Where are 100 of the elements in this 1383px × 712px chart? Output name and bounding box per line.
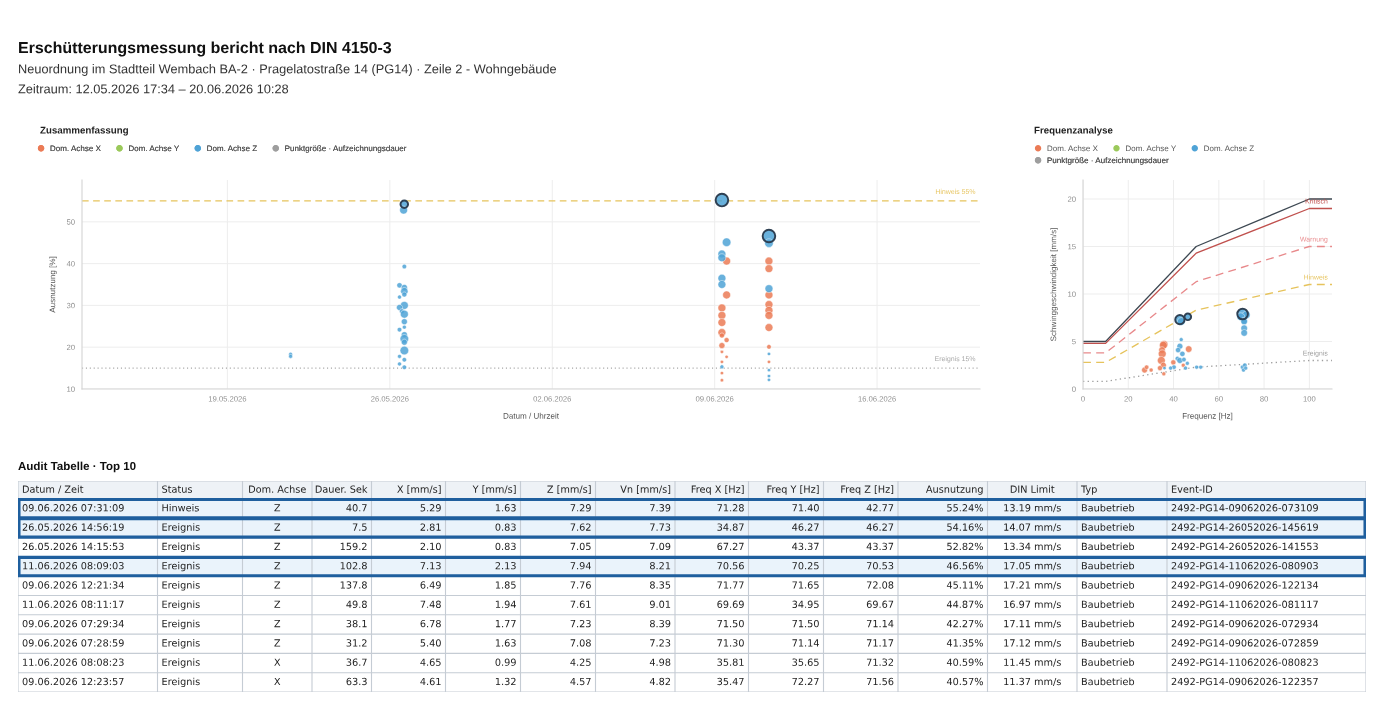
text: 7.94 — [570, 562, 591, 570]
text: 4.61 — [420, 677, 441, 686]
text: 5.40 — [420, 639, 441, 647]
text: 71.30 — [717, 639, 744, 647]
text: 7.76 — [570, 581, 591, 589]
text: 71.17 — [866, 639, 894, 647]
text: Ereignis — [162, 619, 200, 630]
text: 4.57 — [570, 677, 591, 686]
text: 49.8 — [346, 600, 367, 608]
text: 2492-PG14-11062026-080823 — [1171, 658, 1318, 666]
text: 09.06.2026 07:31:09 — [22, 504, 124, 512]
text: 63.3 — [346, 677, 367, 686]
text: Z — [274, 600, 281, 608]
text: 69.67 — [866, 600, 894, 608]
text: 71.40 — [792, 504, 819, 512]
text: 0.83 — [495, 542, 516, 551]
text: Ereignis — [162, 677, 200, 688]
text: Ereignis — [162, 561, 200, 572]
chart-title: Zusammenfassung — [40, 126, 128, 136]
text: Z — [274, 562, 281, 570]
text: 11.37 mm/s — [1004, 677, 1061, 686]
text: Audit Tabelle · Top 10 — [18, 461, 136, 473]
text: 70.25 — [792, 562, 819, 570]
text: 7.23 — [570, 619, 591, 628]
text: Z — [274, 620, 281, 628]
text: 17.21 mm/s — [1004, 581, 1061, 590]
text: 2.13 — [495, 562, 516, 570]
text: Neuordnung im Stadtteil Wembach BA-2 · Pragelatostraße 14 (PG14) · Zeile 2 - Wohngebäude — [19, 64, 557, 76]
text: 2.81 — [420, 523, 441, 531]
text: 1.63 — [495, 504, 516, 512]
text: Baubetrieb — [1081, 503, 1135, 512]
text: 35.47 — [717, 677, 744, 686]
category-label: Status — [162, 485, 193, 493]
text: Baubetrieb — [1081, 619, 1135, 628]
text: Baubetrieb — [1081, 581, 1135, 589]
y-axis-title: Ausnutzung [%] — [49, 256, 57, 313]
text: 46.56% — [946, 562, 983, 570]
text: Baubetrieb — [1081, 600, 1135, 608]
text: Z — [274, 504, 281, 512]
text: 70.53 — [866, 562, 894, 570]
text: 17.11 mm/s — [1004, 620, 1061, 629]
category-label: Dauer. Sek — [315, 485, 368, 493]
text: 09.06.2026 12:23:57 — [22, 677, 124, 686]
text: 34.95 — [792, 600, 819, 608]
text: Ereignis — [162, 542, 200, 552]
text: 2492-PG14-26052026-145619 — [1171, 523, 1318, 531]
text: 26.05.2026 14:15:53 — [22, 542, 124, 551]
text: 71.65 — [792, 581, 819, 589]
text: 4.25 — [570, 658, 591, 666]
text: 31.2 — [346, 639, 367, 647]
x-axis-title: Datum / Uhrzeit — [503, 412, 559, 419]
text: 5.29 — [420, 504, 441, 512]
text: 0.83 — [495, 523, 516, 531]
text: 102.8 — [340, 562, 367, 570]
text: 72.08 — [866, 581, 894, 589]
text: 2492-PG14-09062026-122134 — [1171, 581, 1319, 589]
text: 7.13 — [420, 562, 441, 570]
text: 35.81 — [717, 658, 744, 666]
legend-label: Punktgröße · Aufzeichnungsdauer — [1047, 157, 1169, 165]
category-label: Z [mm/s] — [547, 485, 591, 494]
text: 71.56 — [866, 677, 894, 686]
text: 17.05 mm/s — [1004, 562, 1061, 571]
text: 14.07 mm/s — [1004, 523, 1061, 532]
text: 09.06.2026 07:28:59 — [22, 639, 124, 647]
text: 71.50 — [717, 619, 744, 628]
category-label: Dom. Achse — [249, 485, 306, 493]
text: 7.62 — [570, 523, 591, 531]
text: 13.19 mm/s — [1004, 504, 1061, 513]
text: 40.59% — [946, 658, 983, 666]
chart-title: Frequenzanalyse — [1034, 126, 1113, 136]
text: 11.45 mm/s — [1004, 658, 1061, 667]
text: Z — [274, 523, 281, 531]
text: 2492-PG14-09062026-072934 — [1171, 619, 1319, 628]
text: 7.29 — [570, 504, 591, 512]
text: 0.99 — [495, 658, 516, 666]
text: 7.5 — [352, 523, 367, 531]
y-axis-title: Schwinggeschwindigkeit [mm/s] — [1050, 228, 1058, 341]
text: 7.09 — [650, 542, 671, 551]
text: 2.10 — [420, 542, 441, 551]
text: 7.61 — [570, 600, 591, 608]
text: X — [274, 677, 281, 686]
legend-label: Dom. Achse Y — [1126, 145, 1177, 152]
text: Z — [274, 639, 281, 647]
text: Baubetrieb — [1081, 561, 1135, 570]
text: 11.06.2026 08:09:03 — [23, 562, 124, 570]
text: 36.7 — [346, 658, 367, 666]
text: 40.57% — [946, 677, 983, 686]
text: Zeitraum: 12.05.2026 17:34 – 20.06.2026 10:28 — [18, 84, 289, 94]
legend-label: Dom. Achse Y — [129, 145, 180, 152]
text: Z — [274, 542, 281, 550]
text: 2492-PG14-11062026-081117 — [1171, 600, 1318, 608]
legend-label: Dom. Achse X — [50, 145, 101, 152]
text: 2492-PG14-26052026-141553 — [1171, 542, 1318, 551]
text: 137.8 — [340, 581, 367, 589]
text: 9.01 — [649, 600, 671, 608]
text: 45.11% — [946, 581, 983, 589]
text: 4.82 — [649, 677, 671, 686]
text: 43.37 — [866, 542, 894, 551]
category-label: DIN Limit — [1010, 485, 1055, 493]
category-label: X [mm/s] — [397, 485, 441, 494]
